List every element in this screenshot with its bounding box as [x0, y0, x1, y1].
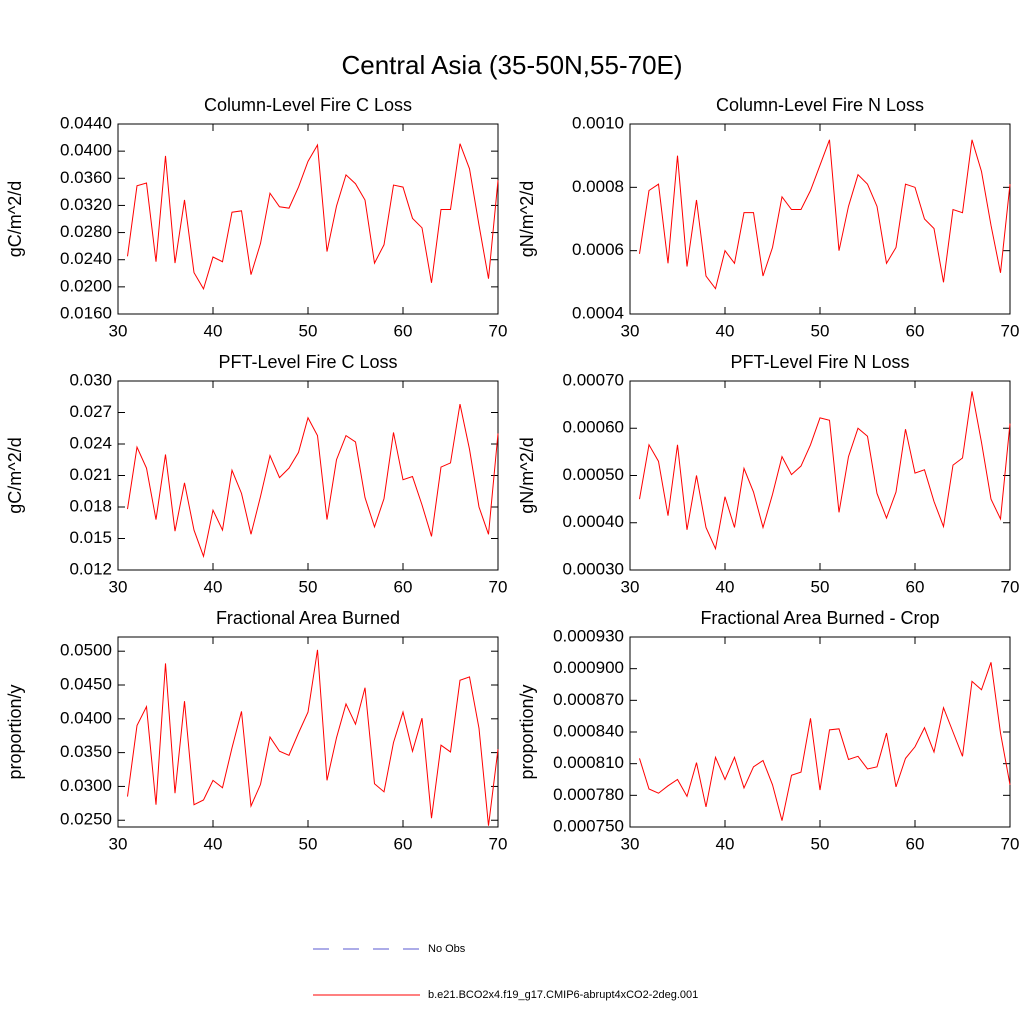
x-tick-label: 70 — [489, 321, 508, 340]
panel-title: Fractional Area Burned - Crop — [700, 608, 939, 628]
y-tick-label: 0.0360 — [60, 168, 112, 187]
data-line — [127, 143, 499, 291]
panel-title: PFT-Level Fire C Loss — [218, 352, 397, 372]
y-tick-label: 0.0350 — [60, 742, 112, 761]
y-axis-label: proportion/y — [5, 684, 25, 779]
x-tick-label: 30 — [621, 577, 640, 596]
y-tick-label: 0.000750 — [553, 816, 624, 835]
x-tick-label: 50 — [811, 577, 830, 596]
y-tick-label: 0.018 — [69, 496, 112, 515]
y-tick-label: 0.00060 — [563, 418, 624, 437]
y-tick-label: 0.027 — [69, 402, 112, 421]
y-tick-label: 0.0160 — [60, 303, 112, 322]
x-tick-label: 30 — [109, 577, 128, 596]
plot-frame — [629, 123, 1011, 315]
y-tick-label: 0.0008 — [572, 177, 624, 196]
y-tick-label: 0.0280 — [60, 222, 112, 241]
x-tick-label: 50 — [811, 834, 830, 853]
x-tick-label: 70 — [1001, 321, 1020, 340]
legend-label: No Obs — [428, 943, 466, 955]
y-tick-label: 0.0240 — [60, 249, 112, 268]
y-axis-label: proportion/y — [517, 684, 537, 779]
x-tick-label: 60 — [906, 577, 925, 596]
y-tick-label: 0.0004 — [572, 303, 624, 322]
x-tick-label: 30 — [621, 321, 640, 340]
panel-title: Column-Level Fire C Loss — [204, 95, 412, 115]
x-tick-label: 70 — [489, 834, 508, 853]
y-tick-label: 0.00070 — [563, 370, 624, 389]
y-tick-label: 0.000780 — [553, 785, 624, 804]
plot-frame — [117, 123, 499, 315]
y-tick-label: 0.012 — [69, 559, 112, 578]
x-tick-label: 60 — [906, 834, 925, 853]
y-tick-label: 0.000930 — [553, 626, 624, 645]
x-tick-label: 30 — [621, 834, 640, 853]
y-tick-label: 0.0440 — [60, 113, 112, 132]
y-tick-label: 0.0500 — [60, 641, 112, 660]
legend-label: b.e21.BCO2x4.f19_g17.CMIP6-abrupt4xCO2-2… — [428, 989, 698, 1001]
plot-frame — [629, 636, 1011, 828]
x-tick-label: 40 — [204, 577, 223, 596]
data-line — [127, 403, 499, 559]
x-tick-label: 30 — [109, 321, 128, 340]
x-tick-label: 40 — [716, 577, 735, 596]
data-line — [639, 139, 1011, 290]
x-tick-label: 30 — [109, 834, 128, 853]
y-tick-label: 0.0320 — [60, 195, 112, 214]
y-tick-label: 0.0450 — [60, 674, 112, 693]
y-tick-label: 0.015 — [69, 528, 112, 547]
panel-title: PFT-Level Fire N Loss — [730, 352, 909, 372]
plot-frame — [629, 380, 1011, 571]
plot-frame — [117, 636, 499, 828]
x-tick-label: 40 — [716, 321, 735, 340]
data-line — [639, 391, 1011, 551]
figure-title: Central Asia (35-50N,55-70E) — [341, 50, 682, 80]
x-tick-label: 60 — [906, 321, 925, 340]
x-tick-label: 60 — [394, 577, 413, 596]
y-tick-label: 0.0010 — [572, 113, 624, 132]
x-tick-label: 40 — [716, 834, 735, 853]
y-tick-label: 0.0300 — [60, 776, 112, 795]
y-tick-label: 0.0250 — [60, 810, 112, 829]
y-tick-label: 0.0200 — [60, 276, 112, 295]
y-tick-label: 0.0006 — [572, 240, 624, 259]
x-tick-label: 70 — [1001, 577, 1020, 596]
x-tick-label: 70 — [489, 577, 508, 596]
y-tick-label: 0.024 — [69, 433, 112, 452]
x-tick-label: 40 — [204, 321, 223, 340]
x-tick-label: 50 — [299, 321, 318, 340]
x-tick-label: 60 — [394, 321, 413, 340]
y-tick-label: 0.021 — [69, 465, 112, 484]
plot-frame — [117, 380, 499, 571]
y-axis-label: gC/m^2/d — [5, 181, 25, 257]
y-axis-label: gC/m^2/d — [5, 437, 25, 513]
x-tick-label: 50 — [811, 321, 830, 340]
y-axis-label: gN/m^2/d — [517, 181, 537, 257]
y-tick-label: 0.000900 — [553, 658, 624, 677]
y-tick-label: 0.00050 — [563, 465, 624, 484]
y-tick-label: 0.000840 — [553, 721, 624, 740]
panel-title: Fractional Area Burned — [216, 608, 400, 628]
panel-title: Column-Level Fire N Loss — [716, 95, 924, 115]
data-line — [639, 662, 1011, 821]
x-tick-label: 50 — [299, 834, 318, 853]
y-tick-label: 0.030 — [69, 370, 112, 389]
data-line — [127, 649, 499, 826]
y-tick-label: 0.000870 — [553, 690, 624, 709]
y-tick-label: 0.00040 — [563, 512, 624, 531]
y-tick-label: 0.000810 — [553, 753, 624, 772]
y-tick-label: 0.0400 — [60, 708, 112, 727]
x-tick-label: 60 — [394, 834, 413, 853]
y-tick-label: 0.0400 — [60, 141, 112, 160]
x-tick-label: 70 — [1001, 834, 1020, 853]
x-tick-label: 50 — [299, 577, 318, 596]
x-tick-label: 40 — [204, 834, 223, 853]
y-tick-label: 0.00030 — [563, 559, 624, 578]
y-axis-label: gN/m^2/d — [517, 437, 537, 513]
